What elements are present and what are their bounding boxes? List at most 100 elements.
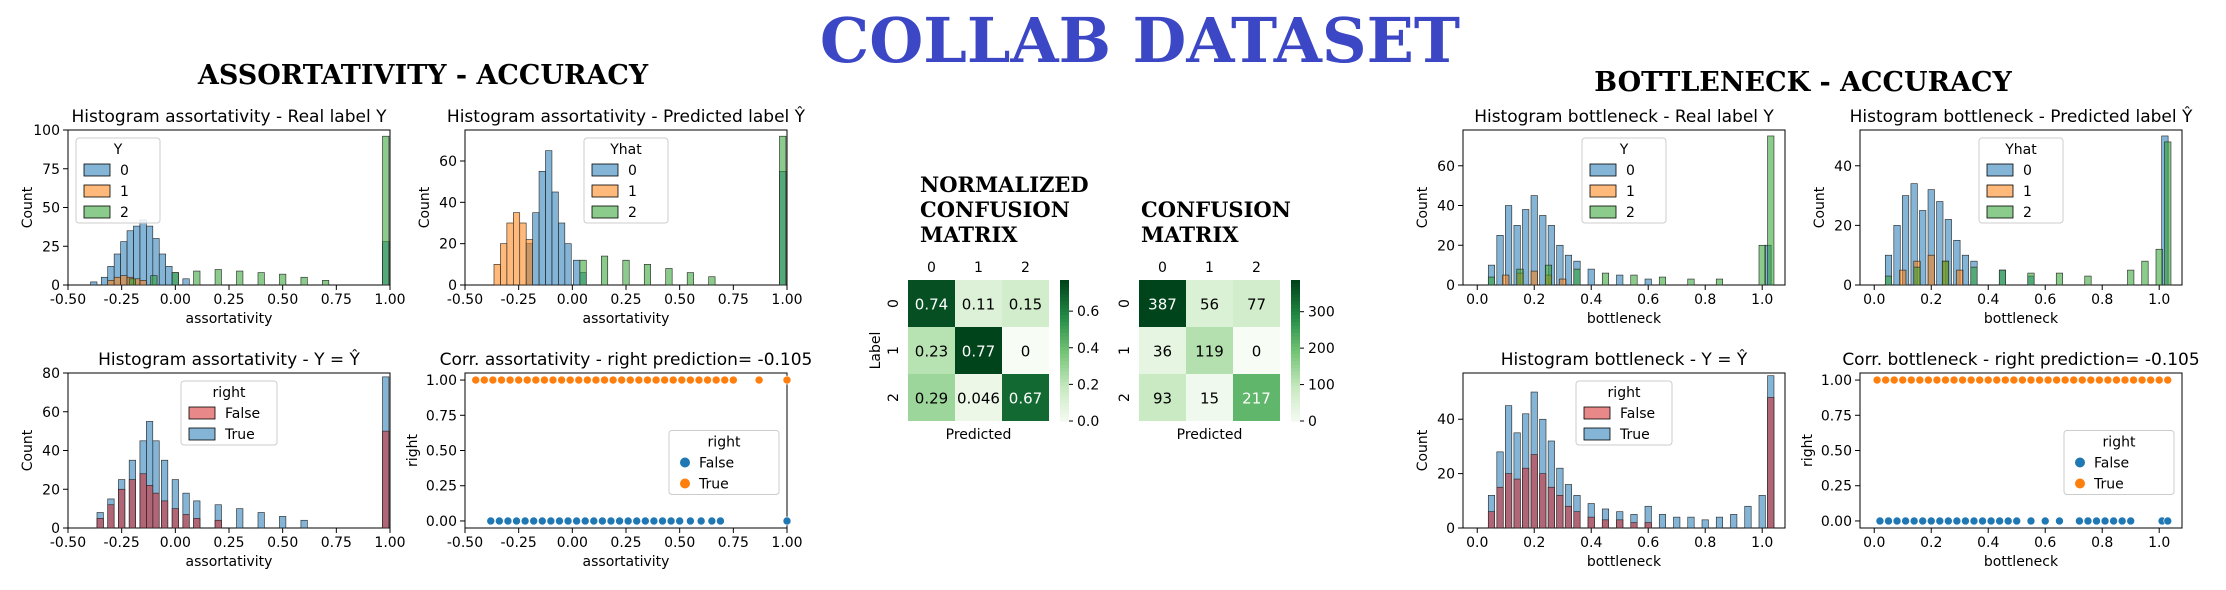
scatter-point <box>675 516 684 526</box>
colorbar-segment <box>1291 322 1300 327</box>
hist-bar <box>1884 275 1893 286</box>
x-tick-label: 0.50 <box>267 535 298 551</box>
colorbar-segment <box>1291 280 1300 285</box>
y-tick-label: 1 <box>1117 346 1133 355</box>
colorbar-segment <box>1060 315 1069 320</box>
scatter-point <box>649 516 659 526</box>
x-tick-label: 1.00 <box>374 292 405 308</box>
colorbar-segment <box>1060 357 1069 362</box>
hist-bar <box>171 272 179 286</box>
y-tick-label: 0 <box>886 299 902 308</box>
heatmap-cell-label: 387 <box>1148 296 1177 314</box>
scatter-point <box>1932 375 1942 385</box>
colorbar-tick-label: 0.6 <box>1077 304 1099 320</box>
scatter-point <box>572 516 581 526</box>
scatter-point <box>2069 375 2079 385</box>
colorbar-tick-label: 0.0 <box>1077 414 1099 430</box>
scatter-point <box>658 516 667 526</box>
heatmap-cell-label: 0 <box>1021 343 1031 361</box>
series-2 <box>579 135 787 286</box>
hist-bar <box>182 514 190 529</box>
hist-bar <box>1936 201 1944 286</box>
x-tick-label: 1.0 <box>1751 535 1773 551</box>
colorbar-segment <box>1291 417 1300 422</box>
colorbar-segment <box>1291 329 1300 334</box>
hist-bar <box>128 479 136 529</box>
hist-bar <box>1998 269 2006 286</box>
colorbar-segment <box>1060 364 1069 369</box>
x-tick-label: 0.75 <box>718 292 749 308</box>
legend-swatch-1 <box>1589 184 1617 198</box>
y-tick-label: 20 <box>439 237 457 253</box>
x-tick-label: 0.0 <box>1863 292 1885 308</box>
hist-bar <box>182 278 190 286</box>
scatter-point <box>707 516 717 526</box>
scatter-point <box>497 375 506 385</box>
colorbar-segment <box>1060 382 1069 387</box>
scatter-point <box>782 516 792 526</box>
x-tick-label: 0.50 <box>664 535 695 551</box>
y-tick-label: 0.00 <box>426 514 457 530</box>
x-tick-label: -0.25 <box>501 292 537 308</box>
y-axis-label: Label <box>868 332 884 370</box>
hist-bar <box>1767 135 1775 286</box>
legend-box <box>75 137 161 224</box>
x-tick-label: 0.6 <box>1637 292 1659 308</box>
colorbar: 0.0 0.2 0.4 0.6 <box>1060 280 1099 430</box>
hist-bar <box>2155 248 2163 286</box>
colorbar-segment <box>1291 308 1300 313</box>
hist-bar <box>500 243 508 286</box>
scatter-point <box>660 375 669 385</box>
scatter-point <box>2035 375 2044 385</box>
y-tick-label: 1 <box>886 346 902 355</box>
y-tick-label: 0 <box>51 521 60 537</box>
x-axis-label: assortativity <box>186 554 273 570</box>
scatter-point <box>503 516 513 526</box>
heatmap-cell <box>1139 374 1186 421</box>
y-tick-label: 0 <box>1117 299 1133 308</box>
scatter-point <box>2055 516 2064 526</box>
scatter-point <box>1881 375 1890 385</box>
legend-entry: 0 <box>120 163 129 179</box>
heatmap-cell-label: 56 <box>1200 296 1219 314</box>
x-tick-label: 1 <box>1205 260 1214 276</box>
scatter-point <box>495 516 504 526</box>
hist-bar <box>300 519 308 529</box>
chart-title: Histogram bottleneck - Predicted label Ŷ <box>1850 105 2193 127</box>
hist-bar <box>257 512 265 529</box>
scatter-point <box>2126 516 2136 526</box>
scatter-point <box>1941 375 1950 385</box>
y-tick-label: 0 <box>1446 278 1455 294</box>
hist-bar <box>1941 260 1950 286</box>
hist-bar <box>1496 235 1504 286</box>
hist-bar <box>1767 397 1775 529</box>
hist-bar <box>1564 254 1572 286</box>
colorbar-segment <box>1291 287 1300 292</box>
hist-bar <box>1715 278 1723 286</box>
hist-bar <box>1758 495 1766 529</box>
scatter-point <box>1872 375 1882 385</box>
chart-hist_assort_right: Histogram assortativity - Y = Ŷ -0.50 -0.2… <box>20 348 406 570</box>
hist-bar <box>2164 141 2172 286</box>
colorbar-segment <box>1291 297 1300 302</box>
heatmap-cell <box>908 327 955 374</box>
series-2 <box>1487 135 1775 286</box>
legend-entry: 1 <box>120 184 129 200</box>
x-tick-label: 0.4 <box>1580 535 1602 551</box>
hist-bar <box>1487 276 1496 286</box>
colorbar-segment <box>1291 332 1300 337</box>
hist-bar <box>506 222 514 286</box>
plot-frame <box>1859 129 2183 286</box>
scatter-point <box>2086 375 2096 385</box>
hist-bar <box>2084 275 2092 286</box>
scatter-point <box>623 516 633 526</box>
heatmap-cm: 387 56 77 36 119 0 93 15 217 0 0 1 1 2 2 Predicted 0 100 2… <box>1117 260 1335 443</box>
x-tick-label: 1.00 <box>374 535 405 551</box>
colorbar-segment <box>1291 382 1300 387</box>
scatter-point <box>1961 516 1970 526</box>
y-tick-label: 100 <box>33 123 60 139</box>
y-tick-label: 20 <box>1437 467 1455 483</box>
legend-title: right <box>708 435 741 451</box>
hist-bar <box>1913 266 1921 286</box>
y-tick-label: 1.00 <box>426 373 457 389</box>
